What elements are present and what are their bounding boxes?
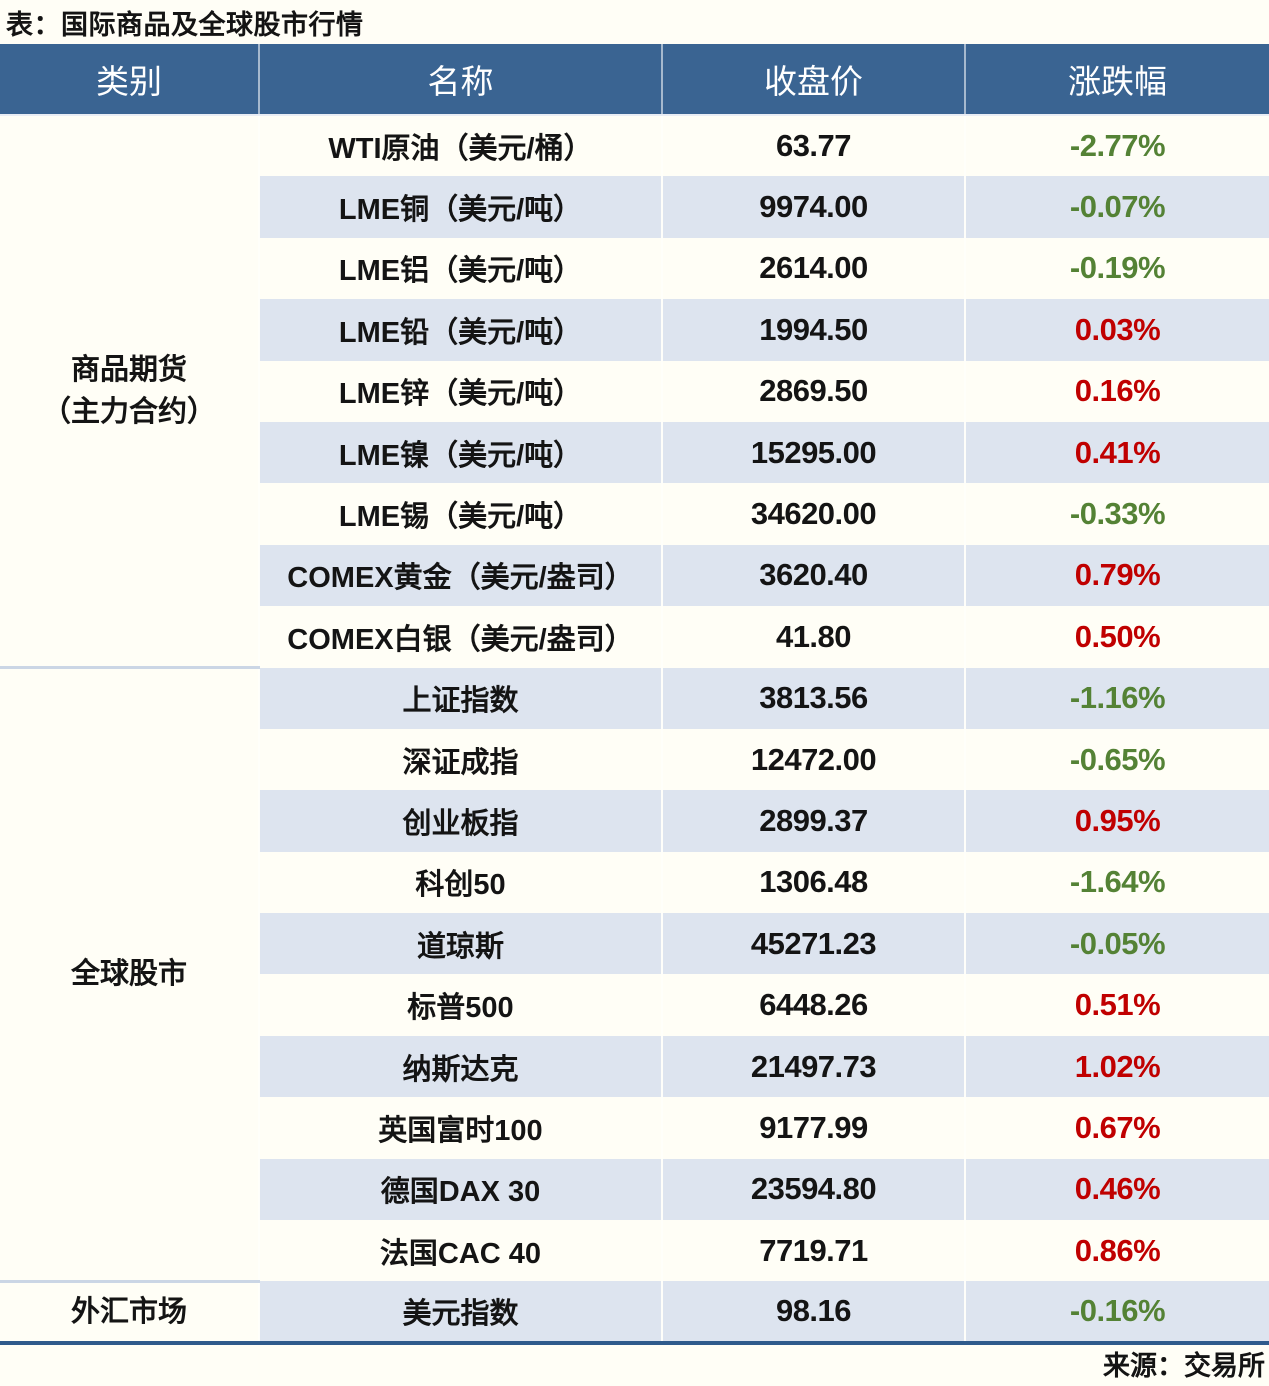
table-row: 纳斯达克 21497.73 1.02%: [0, 1035, 1269, 1098]
close-cell: 9974.00: [661, 176, 965, 238]
close-cell: 23594.80: [661, 1158, 965, 1221]
change-cell: 0.03%: [964, 299, 1269, 361]
close-cell: 15295.00: [661, 421, 965, 484]
close-cell: 6448.26: [661, 974, 965, 1036]
change-cell: -1.16%: [964, 667, 1269, 729]
close-cell: 98.16: [661, 1281, 965, 1343]
name-cell: LME铜（美元/吨）: [258, 176, 662, 238]
category-label: 商品期货: [70, 353, 187, 386]
close-cell: 3620.40: [661, 544, 965, 607]
change-cell: 1.02%: [964, 1035, 1269, 1098]
change-cell: -0.19%: [964, 237, 1269, 300]
table-row: LME锡（美元/吨） 34620.00 -0.33%: [0, 483, 1269, 545]
change-cell: -1.64%: [964, 851, 1269, 914]
change-cell: -0.16%: [964, 1281, 1269, 1343]
change-cell: 0.86%: [964, 1220, 1269, 1282]
close-cell: 45271.23: [661, 913, 965, 975]
category-cell: 外汇市场: [0, 1279, 260, 1343]
change-cell: -0.65%: [964, 728, 1269, 791]
header-category: 类别: [0, 44, 259, 116]
category-cell: 商品期货 （主力合约）: [0, 115, 260, 668]
table-row: 全球股市 上证指数 3813.56 -1.16%: [0, 666, 1269, 1282]
change-cell: -0.07%: [964, 176, 1269, 238]
category-label: 全球股市: [70, 958, 187, 991]
market-table: 类别 名称 收盘价 涨跌幅 商品期货 （主力合约） WTI原油（美元/桶） 63.77…: [0, 44, 1269, 1345]
name-cell: COMEX白银（美元/盎司）: [258, 606, 662, 668]
header-close: 收盘价: [661, 44, 965, 116]
name-cell: LME锌（美元/吨）: [258, 360, 662, 422]
change-cell: 0.79%: [964, 544, 1269, 607]
name-cell: 道琼斯: [258, 913, 662, 975]
change-cell: 0.50%: [964, 606, 1269, 668]
close-cell: 2899.37: [661, 790, 965, 852]
table-row: 道琼斯 45271.23 -0.05%: [0, 913, 1269, 975]
change-cell: -0.33%: [964, 483, 1269, 545]
close-cell: 12472.00: [661, 728, 965, 791]
close-cell: 63.77: [661, 115, 965, 177]
name-cell: 标普500: [258, 974, 662, 1036]
table-row: LME铝（美元/吨） 2614.00 -0.19%: [0, 237, 1269, 300]
close-cell: 9177.99: [661, 1097, 965, 1159]
name-cell: 纳斯达克: [258, 1035, 662, 1098]
category-label: 外汇市场: [70, 1295, 187, 1328]
table-row: 深证成指 12472.00 -0.65%: [0, 728, 1269, 791]
table-row: LME铜（美元/吨） 9974.00 -0.07%: [0, 176, 1269, 238]
table-row: 商品期货 （主力合约） WTI原油（美元/桶） 63.77 -2.77%: [0, 115, 1269, 668]
table-row: 英国富时100 9177.99 0.67%: [0, 1097, 1269, 1159]
header-change: 涨跌幅: [964, 44, 1269, 116]
name-cell: 上证指数: [258, 667, 662, 729]
table-row: 标普500 6448.26 0.51%: [0, 974, 1269, 1036]
table-row: 外汇市场 美元指数 98.16 -0.16%: [0, 1279, 1269, 1343]
close-cell: 1994.50: [661, 299, 965, 361]
close-cell: 2614.00: [661, 237, 965, 300]
page-title: 表：国际商品及全球股市行情: [6, 9, 364, 40]
close-cell: 3813.56: [661, 667, 965, 729]
name-cell: COMEX黄金（美元/盎司）: [258, 544, 662, 607]
name-cell: 美元指数: [258, 1281, 662, 1343]
name-cell: 创业板指: [258, 790, 662, 852]
close-cell: 34620.00: [661, 483, 965, 545]
name-cell: 深证成指: [258, 728, 662, 791]
table-row: 法国CAC 40 7719.71 0.86%: [0, 1220, 1269, 1282]
change-cell: 0.67%: [964, 1097, 1269, 1159]
close-cell: 2869.50: [661, 360, 965, 422]
name-cell: LME铅（美元/吨）: [258, 299, 662, 361]
header-row: 类别 名称 收盘价 涨跌幅: [0, 44, 1269, 116]
name-cell: 英国富时100: [258, 1097, 662, 1159]
table-row: COMEX黄金（美元/盎司） 3620.40 0.79%: [0, 544, 1269, 607]
table-row: LME锌（美元/吨） 2869.50 0.16%: [0, 360, 1269, 422]
name-cell: 法国CAC 40: [258, 1220, 662, 1282]
change-cell: 0.16%: [964, 360, 1269, 422]
close-cell: 41.80: [661, 606, 965, 668]
change-cell: 0.46%: [964, 1158, 1269, 1221]
name-cell: 科创50: [258, 851, 662, 914]
change-cell: -0.05%: [964, 913, 1269, 975]
close-cell: 21497.73: [661, 1035, 965, 1098]
table-row: 德国DAX 30 23594.80 0.46%: [0, 1158, 1269, 1221]
table-row: 创业板指 2899.37 0.95%: [0, 790, 1269, 852]
change-cell: 0.51%: [964, 974, 1269, 1036]
header-name: 名称: [258, 44, 662, 116]
category-label: （主力合约）: [41, 396, 216, 428]
name-cell: 德国DAX 30: [258, 1158, 662, 1221]
change-cell: -2.77%: [964, 115, 1269, 177]
name-cell: LME镍（美元/吨）: [258, 421, 662, 484]
name-cell: WTI原油（美元/桶）: [258, 115, 662, 177]
change-cell: 0.41%: [964, 421, 1269, 484]
source-note: 来源：交易所: [1103, 1351, 1265, 1382]
change-cell: 0.95%: [964, 790, 1269, 852]
table-row: 科创50 1306.48 -1.64%: [0, 851, 1269, 914]
category-cell: 全球股市: [0, 666, 260, 1282]
table-row: LME镍（美元/吨） 15295.00 0.41%: [0, 421, 1269, 484]
close-cell: 7719.71: [661, 1220, 965, 1282]
close-cell: 1306.48: [661, 851, 965, 914]
name-cell: LME铝（美元/吨）: [258, 237, 662, 300]
name-cell: LME锡（美元/吨）: [258, 483, 662, 545]
table-row: COMEX白银（美元/盎司） 41.80 0.50%: [0, 606, 1269, 668]
table-row: LME铅（美元/吨） 1994.50 0.03%: [0, 299, 1269, 361]
